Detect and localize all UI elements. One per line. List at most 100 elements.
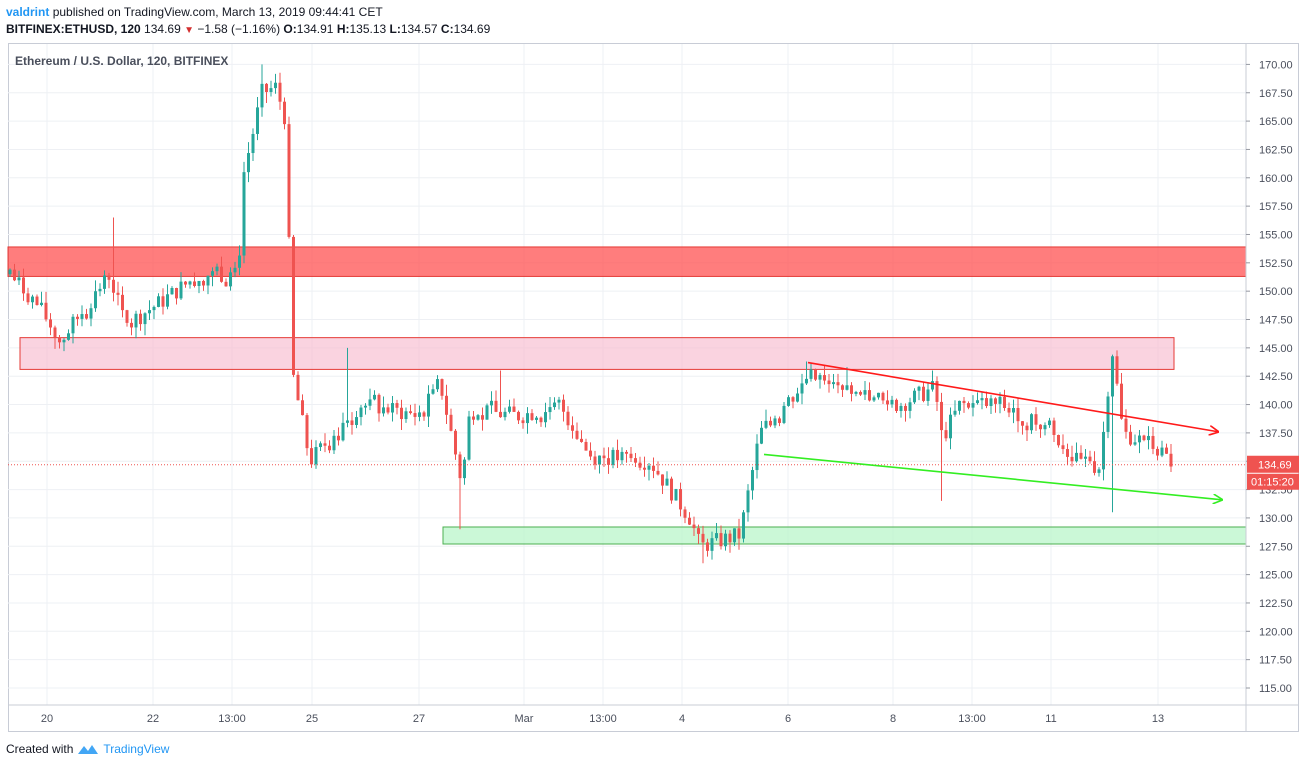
- candle-body: [134, 313, 138, 328]
- candle-body: [1169, 453, 1173, 467]
- price-tick-label: 147.50: [1259, 315, 1293, 327]
- candle-body: [305, 415, 309, 449]
- candle-body: [85, 314, 88, 319]
- candle-body: [157, 296, 160, 307]
- candle-body: [508, 406, 511, 412]
- candle-body: [611, 449, 615, 465]
- candle-body: [467, 416, 471, 460]
- candle-body: [629, 453, 633, 459]
- trendlines: [8, 361, 1246, 500]
- candle-body: [233, 267, 237, 273]
- candle-body: [1016, 407, 1020, 422]
- open-value: 134.91: [296, 22, 334, 36]
- candle-body: [458, 454, 462, 479]
- candle-body: [377, 394, 381, 414]
- candle-body: [80, 314, 84, 319]
- candle-body: [679, 489, 682, 510]
- candle-body: [512, 406, 516, 412]
- candle-body: [1120, 383, 1123, 419]
- price-tick-label: 125.00: [1259, 570, 1293, 582]
- candle-body: [760, 427, 763, 444]
- candle-body: [274, 82, 277, 89]
- candle-body: [44, 302, 48, 320]
- candle-body: [463, 459, 466, 479]
- price-tick-label: 170.00: [1259, 59, 1293, 71]
- candle-body: [386, 407, 390, 413]
- candle-body: [832, 382, 835, 385]
- published-text: published on TradingView.com, March 13, …: [52, 5, 383, 19]
- candle-body: [418, 412, 421, 417]
- time-tick-label: 6: [785, 713, 791, 725]
- time-tick-label: Mar: [515, 713, 534, 725]
- candle-body: [733, 528, 736, 543]
- candle-body: [373, 394, 376, 400]
- candle-body: [53, 327, 57, 338]
- candle-body: [1025, 425, 1029, 431]
- chart-zones: [7, 246, 1247, 545]
- price-tick-label: 127.50: [1259, 541, 1293, 553]
- candle-body: [562, 399, 565, 412]
- candle-body: [787, 397, 790, 406]
- candle-body: [976, 400, 979, 404]
- down-arrow-icon: ▼: [184, 25, 194, 36]
- candle-body: [382, 407, 385, 414]
- candle-body: [310, 448, 313, 465]
- candle-body: [1138, 435, 1141, 443]
- candle-body: [323, 443, 327, 446]
- candle-body: [895, 399, 898, 411]
- candle-body: [112, 279, 115, 293]
- candle-body: [89, 308, 93, 319]
- candle-body: [674, 489, 678, 501]
- candle-body: [103, 275, 106, 289]
- candle-body: [841, 385, 844, 390]
- price-tick-label: 162.50: [1259, 144, 1293, 156]
- candle-body: [949, 414, 952, 439]
- candle-body: [368, 399, 372, 406]
- candle-body: [890, 399, 894, 405]
- candle-body: [40, 302, 43, 306]
- candle-body: [661, 474, 664, 486]
- candle-body: [1043, 425, 1047, 430]
- countdown-tag: [1247, 473, 1299, 490]
- candle-body: [35, 296, 39, 306]
- candle-body: [76, 316, 79, 319]
- candle-body: [764, 420, 768, 428]
- candle-body: [836, 382, 840, 386]
- author-name[interactable]: valdrint: [6, 5, 50, 19]
- candle-body: [130, 322, 133, 328]
- candle-body: [94, 291, 97, 309]
- candle-body: [1093, 461, 1096, 473]
- candle-body: [1034, 414, 1038, 425]
- lower-trendline: [763, 453, 1222, 499]
- candle-body: [670, 478, 673, 501]
- candle-body: [580, 438, 583, 442]
- price-tick-label: 115.00: [1259, 683, 1292, 695]
- candle-body: [161, 296, 165, 307]
- tradingview-brand[interactable]: TradingView: [103, 742, 170, 756]
- candle-body: [350, 420, 354, 425]
- candle-body: [238, 255, 241, 268]
- price-tick-label: 145.00: [1259, 343, 1293, 355]
- candle-body: [287, 124, 291, 237]
- candle-body: [728, 533, 732, 543]
- candle-body: [521, 420, 525, 424]
- candle-body: [589, 450, 592, 457]
- candle-body: [701, 533, 705, 543]
- candle-body: [1066, 449, 1069, 457]
- time-tick-label: 13:00: [958, 713, 986, 725]
- candle-body: [454, 430, 457, 455]
- high-value: 135.13: [349, 22, 387, 36]
- time-tick-label: 13:00: [218, 713, 246, 725]
- candle-body: [490, 400, 493, 406]
- candle-body: [494, 400, 498, 412]
- candle-body: [440, 379, 444, 396]
- candle-body: [1129, 431, 1132, 445]
- candle-body: [710, 538, 714, 551]
- candle-body: [472, 416, 475, 420]
- candle-body: [544, 412, 547, 423]
- support-zone: [442, 526, 1247, 545]
- candle-body: [863, 390, 867, 395]
- candle-body: [62, 339, 66, 343]
- candle-body: [539, 417, 543, 423]
